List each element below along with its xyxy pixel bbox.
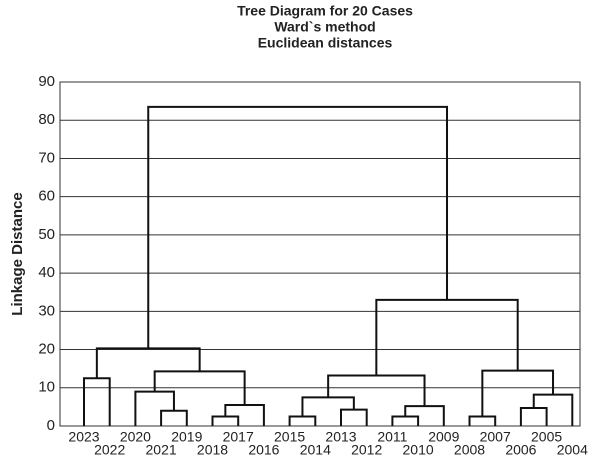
leaf-label: 2018 bbox=[197, 442, 228, 458]
y-tick-label: 90 bbox=[38, 73, 55, 90]
y-tick-label: 20 bbox=[38, 341, 55, 358]
dendrogram-link bbox=[224, 403, 265, 426]
leaf-label: 2006 bbox=[505, 442, 536, 458]
dendrogram-link bbox=[519, 407, 548, 426]
leaf-label: 2008 bbox=[454, 442, 485, 458]
leaf-label: 2015 bbox=[274, 429, 305, 445]
y-tick-label: 10 bbox=[38, 379, 55, 396]
leaf-label: 2011 bbox=[377, 429, 407, 445]
leaf-label: 2016 bbox=[248, 442, 279, 458]
leaf-label: 2010 bbox=[403, 442, 434, 458]
plot-frame bbox=[59, 81, 581, 427]
leaf-label: 2009 bbox=[428, 429, 459, 445]
dendrogram-link bbox=[481, 369, 555, 417]
y-tick-label: 40 bbox=[38, 264, 55, 281]
leaf-label: 2013 bbox=[325, 429, 356, 445]
y-axis-label: Linkage Distance bbox=[9, 192, 26, 315]
leaf-label: 2012 bbox=[351, 442, 382, 458]
dendrogram-link bbox=[375, 298, 519, 376]
chart-subtitle: Ward`s method bbox=[274, 19, 375, 35]
leaf-label: 2019 bbox=[171, 429, 202, 445]
leaf-label: 2007 bbox=[480, 429, 511, 445]
y-tick-label: 0 bbox=[47, 417, 55, 434]
y-tick-label: 60 bbox=[38, 188, 55, 205]
leaf-label: 2017 bbox=[223, 429, 254, 445]
y-tick-label: 30 bbox=[38, 302, 55, 319]
leaf-label: 2020 bbox=[120, 429, 151, 445]
chart-title: Tree Diagram for 20 Cases bbox=[237, 3, 413, 19]
chart-subtitle: Euclidean distances bbox=[258, 35, 393, 51]
leaf-label: 2014 bbox=[300, 442, 331, 458]
dendrogram-link bbox=[532, 393, 574, 426]
leaf-label: 2023 bbox=[68, 429, 99, 445]
y-tick-label: 80 bbox=[38, 111, 55, 128]
dendrogram-link bbox=[95, 347, 201, 379]
leaf-label: 2004 bbox=[557, 442, 588, 458]
leaf-label: 2005 bbox=[531, 429, 562, 445]
y-tick-label: 70 bbox=[38, 149, 55, 166]
leaf-label: 2021 bbox=[146, 442, 177, 458]
dendrogram-link bbox=[147, 105, 449, 349]
y-tick-label: 50 bbox=[38, 226, 55, 243]
dendrogram-link bbox=[327, 374, 426, 407]
leaf-label: 2022 bbox=[94, 442, 125, 458]
